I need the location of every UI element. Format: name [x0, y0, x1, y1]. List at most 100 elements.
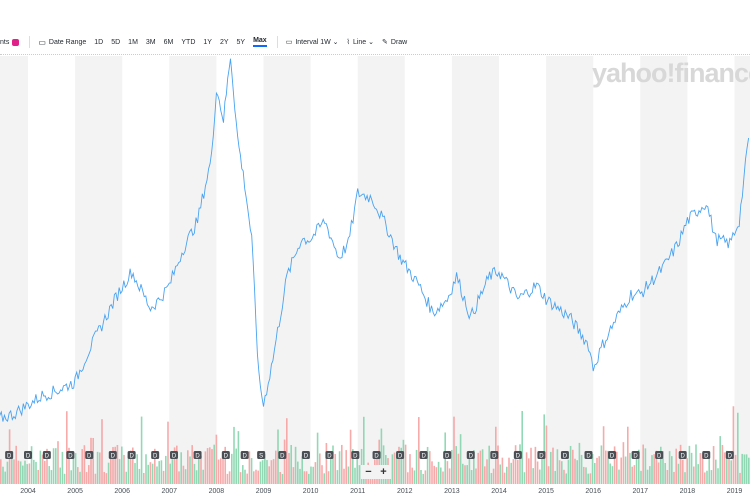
volume-bar [668, 451, 671, 484]
volume-bar [739, 472, 741, 484]
event-marker-dividend[interactable] [278, 451, 287, 459]
volume-bar [640, 470, 642, 484]
event-marker-dividend[interactable] [108, 451, 117, 459]
price-line [0, 58, 750, 422]
volume-bar [517, 459, 519, 484]
event-marker-dividend[interactable] [221, 451, 230, 459]
volume-bar [11, 453, 13, 484]
volume-bar [204, 451, 207, 484]
volume-bar [631, 466, 633, 484]
volume-bar [607, 450, 609, 484]
event-marker-split[interactable] [257, 451, 266, 459]
event-marker-dividend[interactable] [443, 451, 452, 459]
range-5d[interactable]: 5D [111, 38, 121, 46]
date-range-button[interactable]: ▭ Date Range [38, 38, 86, 47]
event-marker-dividend[interactable] [325, 451, 334, 459]
event-marker-dividend[interactable] [351, 451, 360, 459]
volume-bar [206, 448, 209, 484]
volume-bar [391, 454, 394, 484]
event-marker-dividend[interactable] [66, 451, 75, 459]
event-marker-dividend[interactable] [5, 451, 14, 459]
event-marker-dividend[interactable] [466, 451, 475, 459]
range-1m[interactable]: 1M [128, 38, 138, 46]
range-6m[interactable]: 6M [163, 38, 174, 46]
volume-bar [404, 444, 407, 484]
range-max[interactable]: Max [253, 37, 267, 47]
event-marker-dividend[interactable] [301, 451, 310, 459]
event-marker-dividend[interactable] [127, 451, 136, 459]
event-marker-label: D [304, 454, 309, 460]
volume-bar [272, 459, 275, 484]
volume-bar [233, 426, 235, 484]
event-marker-dividend[interactable] [42, 451, 51, 459]
event-marker-dividend[interactable] [240, 451, 249, 459]
volume-bar [74, 453, 77, 484]
volume-bar [629, 452, 631, 484]
chart-type-button[interactable]: ⌇ Line ⌄ [347, 38, 374, 47]
event-marker-dividend[interactable] [24, 451, 32, 459]
volume-bar [697, 464, 699, 484]
volume-bar [693, 466, 695, 484]
range-ytd[interactable]: YTD [181, 38, 196, 46]
zoom-out-button[interactable]: − [365, 466, 372, 478]
event-marker-dividend[interactable] [170, 451, 179, 459]
event-marker-dividend[interactable] [584, 451, 593, 459]
volume-bar [246, 473, 248, 484]
event-marker-dividend[interactable] [419, 451, 428, 459]
volume-bar [609, 463, 611, 484]
event-marker-dividend[interactable] [655, 451, 664, 459]
range-5y[interactable]: 5Y [236, 38, 246, 46]
event-marker-dividend[interactable] [631, 451, 640, 459]
event-marker-dividend[interactable] [702, 451, 711, 459]
event-marker-dividend[interactable] [151, 451, 160, 459]
event-marker-label: D [586, 454, 591, 460]
event-marker-label: D [539, 454, 544, 460]
volume-bar [671, 456, 673, 484]
event-marker-dividend[interactable] [537, 451, 546, 459]
volume-bar [297, 461, 299, 484]
range-1y[interactable]: 1Y [203, 38, 212, 46]
volume-bar [277, 429, 279, 484]
event-marker-label: D [374, 454, 379, 460]
event-marker-dividend[interactable] [490, 451, 499, 459]
volume-bar [288, 452, 290, 484]
volume-bar [275, 450, 277, 484]
interval-button[interactable]: ▭ Interval 1W ⌄ [286, 38, 339, 47]
volume-bar [41, 454, 44, 484]
volume-bar [624, 456, 627, 484]
event-marker-label: D [129, 454, 134, 460]
volume-bar [446, 461, 449, 484]
range-3m[interactable]: 3M [145, 38, 156, 46]
event-marker-dividend[interactable] [678, 451, 687, 459]
volume-bar [407, 472, 409, 484]
event-marker-dividend[interactable] [608, 451, 617, 459]
year-band [640, 56, 688, 484]
date-range-label: Date Range [48, 38, 87, 46]
volume-bar [189, 456, 191, 484]
event-marker-label: D [7, 454, 12, 460]
event-marker-dividend[interactable] [372, 451, 381, 459]
volume-bar [528, 458, 530, 484]
events-button[interactable]: nts [0, 38, 20, 46]
range-1d[interactable]: 1D [94, 38, 104, 46]
zoom-in-button[interactable]: + [380, 466, 387, 478]
volume-bar [209, 447, 211, 484]
volume-bar [30, 446, 33, 484]
volume-bar [72, 458, 75, 484]
event-marker-dividend[interactable] [85, 451, 94, 459]
volume-bar [649, 466, 651, 484]
volume-bar [220, 458, 222, 484]
volume-bar [259, 461, 262, 484]
x-tick-label: 2017 [632, 488, 649, 495]
draw-button[interactable]: ✎ Draw [382, 38, 407, 47]
event-marker-dividend[interactable] [396, 451, 405, 459]
x-tick-label: 2008 [208, 488, 225, 495]
event-marker-dividend[interactable] [513, 451, 522, 459]
event-marker-dividend[interactable] [193, 451, 202, 459]
event-marker-dividend[interactable] [725, 451, 734, 459]
event-marker-label: D [704, 454, 709, 460]
event-marker-dividend[interactable] [560, 451, 569, 459]
range-2y[interactable]: 2Y [219, 38, 229, 46]
volume-bar [587, 473, 589, 484]
